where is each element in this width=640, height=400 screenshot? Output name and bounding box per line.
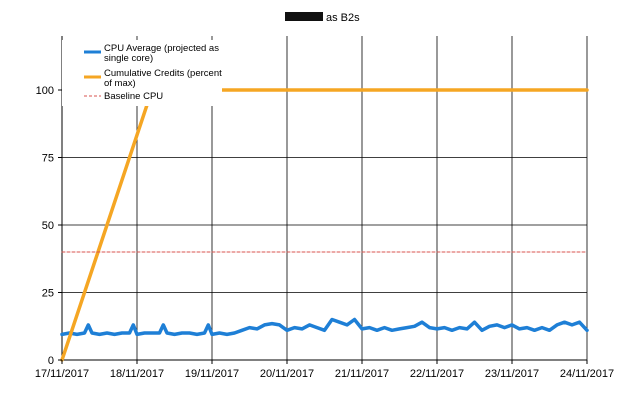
x-tick-label: 17/11/2017 xyxy=(35,368,89,380)
redaction-mark xyxy=(285,12,323,21)
x-tick-label: 18/11/2017 xyxy=(110,368,164,380)
chart-title-group: as B2s xyxy=(285,12,360,24)
y-tick-label: 100 xyxy=(36,85,54,97)
series-line-0 xyxy=(60,317,589,337)
y-tick-label: 50 xyxy=(42,220,54,232)
tick-labels: 0 25 50 75 100 17/11/2017 18/11/2017 19/11/2017… xyxy=(35,85,614,380)
x-tick-label: 20/11/2017 xyxy=(260,368,314,380)
legend: CPU Average (projected as single core) Cum… xyxy=(62,40,222,106)
legend-label: CPU Average (projected as single core) xyxy=(104,43,219,64)
y-tick-label: 25 xyxy=(42,288,54,300)
x-tick-label: 19/11/2017 xyxy=(185,368,239,380)
x-tick-label: 22/11/2017 xyxy=(410,368,464,380)
legend-label: Cumulative Credits (percent of max) xyxy=(104,68,222,89)
x-tick-label: 23/11/2017 xyxy=(485,368,539,380)
y-tick-label: 0 xyxy=(48,355,54,367)
x-tick-label: 21/11/2017 xyxy=(335,368,389,380)
legend-label: Baseline CPU xyxy=(104,91,163,102)
y-tick-label: 75 xyxy=(42,153,54,165)
chart-title: as B2s xyxy=(326,12,360,24)
x-tick-label: 24/11/2017 xyxy=(560,368,614,380)
